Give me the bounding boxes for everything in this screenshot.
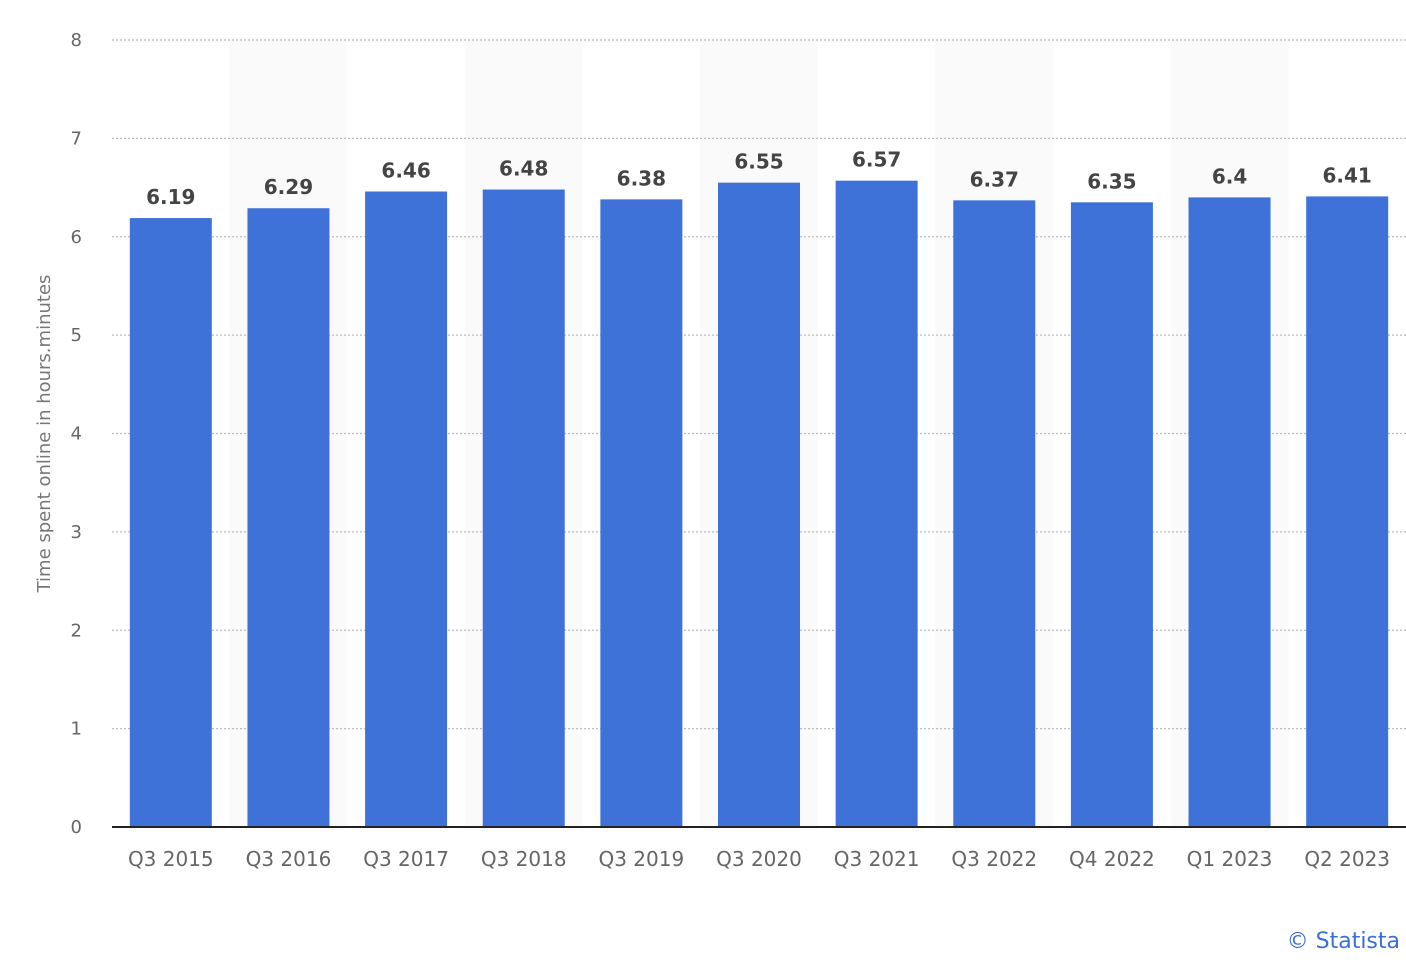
data-label: 6.4: [1212, 164, 1247, 188]
y-tick-label: 3: [71, 522, 82, 543]
x-category-label: Q3 2016: [246, 847, 332, 871]
data-label: 6.37: [970, 167, 1019, 191]
bar: [953, 200, 1036, 827]
bar: [835, 180, 918, 827]
x-category-label: Q3 2020: [716, 847, 802, 871]
y-tick-label: 1: [71, 719, 82, 740]
data-label: 6.19: [146, 185, 195, 209]
data-label: 6.46: [381, 158, 430, 182]
statista-credit-link[interactable]: © Statista: [1286, 929, 1400, 954]
x-category-label: Q1 2023: [1187, 847, 1273, 871]
y-tick-label: 0: [71, 817, 82, 838]
bar: [129, 218, 212, 828]
y-tick-label: 4: [71, 424, 82, 445]
x-category-label: Q3 2018: [481, 847, 567, 871]
x-category-label: Q3 2015: [128, 847, 214, 871]
data-label: 6.35: [1087, 169, 1136, 193]
y-axis-title: Time spent online in hours.minutes: [34, 275, 55, 594]
bar: [247, 208, 330, 827]
x-category-label: Q2 2023: [1304, 847, 1390, 871]
data-label: 6.48: [499, 157, 548, 181]
y-tick-label: 2: [71, 620, 82, 641]
x-category-label: Q4 2022: [1069, 847, 1155, 871]
x-category-label: Q3 2017: [363, 847, 449, 871]
data-label: 6.57: [852, 148, 901, 172]
bar: [1306, 196, 1389, 827]
bar: [718, 182, 800, 828]
bar: [600, 199, 683, 827]
bar: [1070, 202, 1153, 828]
x-category-label: Q3 2021: [834, 847, 920, 871]
y-tick-label: 8: [71, 30, 82, 51]
data-label: 6.38: [617, 166, 666, 190]
y-axis-ticks: 0 1 2 3 4 5 6 7 8: [71, 30, 82, 838]
x-category-label: Q3 2019: [598, 847, 684, 871]
bar: [482, 189, 565, 827]
data-labels: 6.19 6.29 6.46 6.48 6.38 6.55 6.57 6.37 6.35 6.4 6…: [146, 148, 1372, 209]
data-label: 6.41: [1323, 163, 1372, 187]
bar: [1188, 197, 1271, 827]
y-tick-label: 5: [71, 325, 82, 346]
data-label: 6.29: [264, 175, 313, 199]
bars: [129, 180, 1389, 828]
bar: [365, 191, 448, 827]
data-label: 6.55: [734, 150, 783, 174]
x-axis-categories: Q3 2015 Q3 2016 Q3 2017 Q3 2018 Q3 2019 Q3 20…: [128, 847, 1390, 871]
x-category-label: Q3 2022: [951, 847, 1037, 871]
y-tick-label: 6: [71, 227, 82, 248]
y-tick-label: 7: [71, 128, 82, 149]
